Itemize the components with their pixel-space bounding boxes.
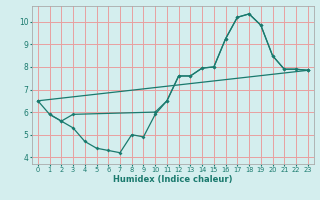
X-axis label: Humidex (Indice chaleur): Humidex (Indice chaleur) — [113, 175, 233, 184]
